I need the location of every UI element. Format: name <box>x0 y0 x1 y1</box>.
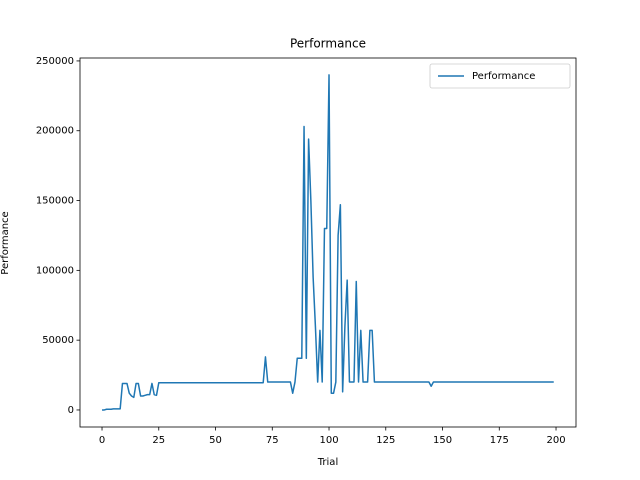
y-tick-label: 250000 <box>36 56 74 67</box>
x-axis-label: Trial <box>317 457 338 468</box>
y-tick-label: 100000 <box>36 265 74 276</box>
x-tick-label: 200 <box>546 435 565 446</box>
chart-title: Performance <box>290 37 366 51</box>
y-tick-label: 0 <box>68 405 74 416</box>
x-tick-label: 25 <box>152 435 165 446</box>
x-tick-label: 50 <box>209 435 222 446</box>
x-tick-label: 175 <box>490 435 509 446</box>
y-tick-label: 200000 <box>36 126 74 137</box>
y-tick-label: 50000 <box>42 335 74 346</box>
plot-frame <box>79 57 577 428</box>
x-tick-label: 75 <box>266 435 279 446</box>
x-tick-label: 150 <box>433 435 452 446</box>
legend-box <box>429 63 571 89</box>
y-axis-label: Performance <box>0 211 11 274</box>
y-tick-label: 150000 <box>36 196 74 207</box>
data-line <box>102 74 554 411</box>
x-tick-label: 0 <box>99 435 105 446</box>
legend-label: Performance <box>472 71 535 82</box>
x-tick-label: 100 <box>319 435 338 446</box>
x-tick-label: 125 <box>376 435 395 446</box>
